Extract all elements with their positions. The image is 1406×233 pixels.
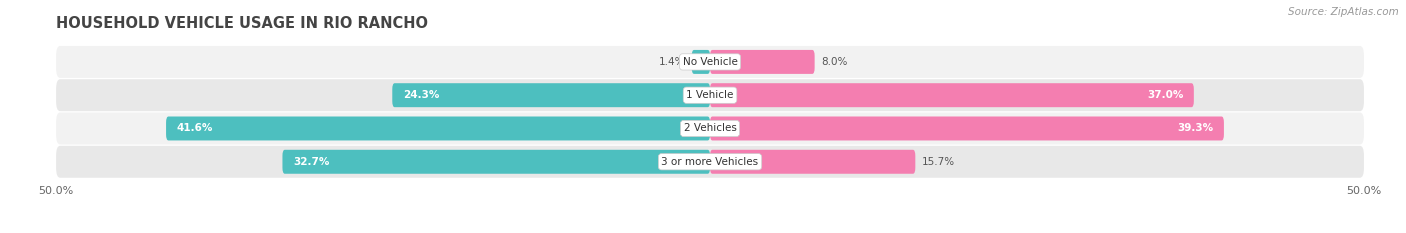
- FancyBboxPatch shape: [166, 116, 710, 140]
- FancyBboxPatch shape: [710, 83, 1194, 107]
- Text: 1.4%: 1.4%: [658, 57, 685, 67]
- Text: 3 or more Vehicles: 3 or more Vehicles: [661, 157, 759, 167]
- FancyBboxPatch shape: [392, 83, 710, 107]
- FancyBboxPatch shape: [692, 50, 710, 74]
- FancyBboxPatch shape: [56, 146, 1364, 178]
- Text: 2 Vehicles: 2 Vehicles: [683, 123, 737, 134]
- Text: 8.0%: 8.0%: [821, 57, 848, 67]
- Text: 32.7%: 32.7%: [292, 157, 329, 167]
- Text: 39.3%: 39.3%: [1177, 123, 1213, 134]
- FancyBboxPatch shape: [710, 150, 915, 174]
- Text: 24.3%: 24.3%: [402, 90, 439, 100]
- Text: 37.0%: 37.0%: [1147, 90, 1184, 100]
- Text: 41.6%: 41.6%: [177, 123, 212, 134]
- FancyBboxPatch shape: [56, 113, 1364, 144]
- FancyBboxPatch shape: [710, 116, 1223, 140]
- Text: No Vehicle: No Vehicle: [682, 57, 738, 67]
- FancyBboxPatch shape: [56, 79, 1364, 111]
- Text: HOUSEHOLD VEHICLE USAGE IN RIO RANCHO: HOUSEHOLD VEHICLE USAGE IN RIO RANCHO: [56, 16, 429, 31]
- Text: 1 Vehicle: 1 Vehicle: [686, 90, 734, 100]
- FancyBboxPatch shape: [56, 46, 1364, 78]
- Text: Source: ZipAtlas.com: Source: ZipAtlas.com: [1288, 7, 1399, 17]
- FancyBboxPatch shape: [283, 150, 710, 174]
- Text: 15.7%: 15.7%: [922, 157, 955, 167]
- FancyBboxPatch shape: [710, 50, 814, 74]
